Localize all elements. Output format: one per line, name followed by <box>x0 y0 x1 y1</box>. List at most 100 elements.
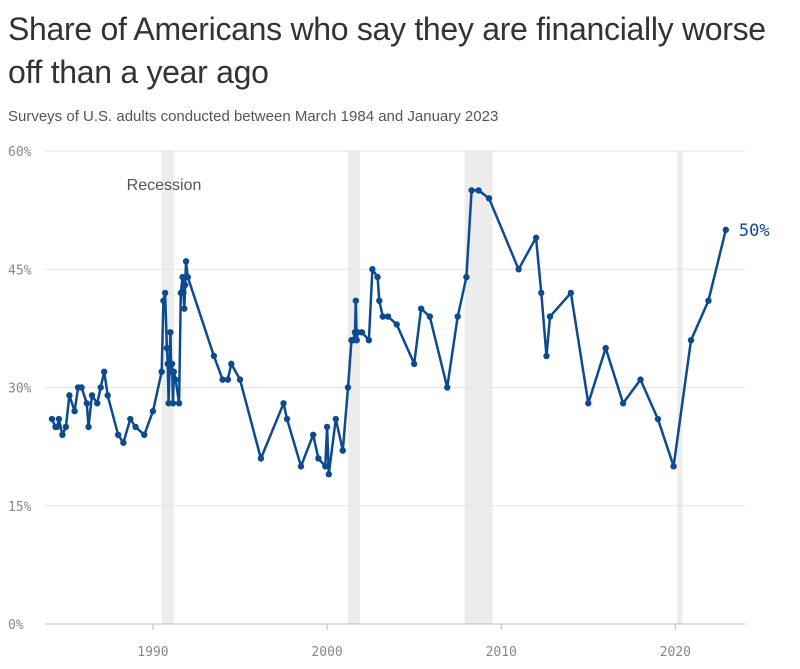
data-point <box>78 384 85 391</box>
data-point <box>339 447 346 454</box>
data-point <box>722 226 730 234</box>
data-point <box>168 360 176 368</box>
data-point <box>181 305 188 312</box>
data-point <box>426 313 434 320</box>
data-point <box>149 407 157 415</box>
data-point <box>160 297 167 304</box>
data-point <box>127 415 134 423</box>
data-point <box>114 431 122 438</box>
data-point <box>182 258 190 265</box>
data-point <box>654 415 662 423</box>
data-point <box>179 273 186 281</box>
data-point <box>546 313 554 320</box>
x-tick-label: 2010 <box>486 645 517 660</box>
data-point <box>468 187 475 194</box>
data-point <box>170 368 178 375</box>
data-point <box>309 431 317 438</box>
data-point <box>297 463 305 470</box>
x-tick-label: 2020 <box>660 645 691 660</box>
data-point <box>283 415 291 423</box>
data-point <box>104 392 111 399</box>
data-point <box>352 297 360 304</box>
data-point <box>101 368 108 375</box>
data-point <box>59 431 66 438</box>
x-tick-label: 1990 <box>137 645 168 660</box>
data-point <box>184 273 191 281</box>
y-tick-label: 60% <box>8 145 32 160</box>
data-point <box>619 400 627 407</box>
data-point <box>315 455 322 462</box>
data-point <box>158 368 165 375</box>
data-point <box>66 392 73 399</box>
data-point <box>181 281 189 289</box>
data-point <box>463 273 470 281</box>
data-point <box>485 195 493 202</box>
data-point <box>670 463 677 470</box>
data-point <box>210 352 218 360</box>
data-point <box>97 384 104 391</box>
data-point <box>161 289 169 297</box>
data-point <box>257 455 265 462</box>
data-point <box>384 313 392 320</box>
data-point <box>325 471 333 478</box>
data-point <box>332 415 339 423</box>
data-point <box>172 376 179 383</box>
data-point <box>323 423 331 431</box>
data-point <box>71 407 78 415</box>
data-point <box>175 400 183 407</box>
data-point <box>365 337 373 344</box>
data-point <box>236 376 244 383</box>
data-point <box>393 321 400 328</box>
y-tick-label: 30% <box>8 382 32 397</box>
data-point <box>169 400 177 407</box>
end-value-label: 50% <box>739 221 770 241</box>
data-point <box>376 297 383 304</box>
chart-subtitle: Surveys of U.S. adults conducted between… <box>8 108 499 125</box>
data-point <box>687 337 695 344</box>
data-point <box>353 337 360 344</box>
data-point <box>322 463 329 470</box>
data-point <box>163 344 171 352</box>
data-point <box>369 266 376 273</box>
data-point <box>167 329 174 336</box>
data-point <box>53 423 61 431</box>
data-point <box>141 431 148 438</box>
y-axis-ticks: 0% 15% 30% 45% 60% <box>8 145 32 633</box>
data-point <box>224 376 232 383</box>
data-point <box>132 423 139 431</box>
y-tick-label: 45% <box>8 263 32 278</box>
data-point <box>83 400 90 407</box>
data-point <box>180 289 187 297</box>
gridlines <box>45 150 745 625</box>
data-point <box>475 187 482 194</box>
data-point <box>410 360 418 368</box>
data-point <box>567 289 575 297</box>
series-line <box>50 189 728 476</box>
data-point <box>705 297 712 304</box>
recession-label: Recession <box>127 177 202 194</box>
data-point <box>444 384 451 391</box>
data-points <box>48 187 730 478</box>
data-point <box>538 289 545 297</box>
data-point <box>602 344 609 352</box>
data-point <box>585 400 592 407</box>
data-point <box>62 423 70 431</box>
data-point <box>454 313 461 320</box>
data-point <box>417 305 425 312</box>
x-tick-label: 2000 <box>311 645 342 660</box>
data-point <box>55 415 63 423</box>
data-point <box>219 376 226 383</box>
data-point <box>543 352 550 360</box>
data-point <box>358 329 366 336</box>
data-point <box>374 273 381 281</box>
y-tick-label: 0% <box>8 618 24 633</box>
y-tick-label: 15% <box>8 500 32 515</box>
data-point <box>515 266 522 273</box>
x-axis-ticks: 1990 2000 2010 2020 <box>137 624 691 660</box>
data-point <box>280 400 287 407</box>
data-point <box>85 423 92 431</box>
data-series <box>50 189 728 476</box>
data-point <box>94 400 101 407</box>
data-point <box>532 234 540 241</box>
